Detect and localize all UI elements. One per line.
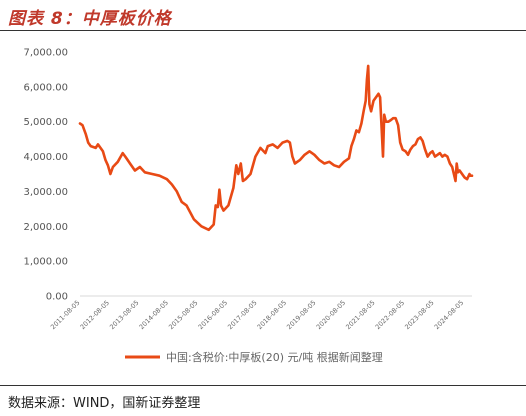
y-tick-label: 4,000.00 (23, 152, 68, 163)
x-tick-label: 2021-08-05 (344, 299, 376, 331)
x-tick-label: 2012-08-05 (79, 299, 111, 331)
legend-label: 中国:含税价:中厚板(20) 元/吨 根据新闻整理 (166, 350, 383, 364)
x-tick-label: 2016-08-05 (197, 299, 229, 331)
x-axis: 2011-08-052012-08-052013-08-052014-08-05… (49, 299, 465, 331)
source-note: 数据来源：WIND，国新证券整理 (8, 396, 201, 411)
x-tick-label: 2017-08-05 (226, 299, 258, 331)
x-tick-label: 2022-08-05 (374, 299, 406, 331)
x-tick-label: 2011-08-05 (49, 299, 81, 331)
x-tick-label: 2024-08-05 (433, 299, 465, 331)
y-tick-label: 6,000.00 (23, 82, 68, 93)
y-tick-label: 0.00 (46, 292, 68, 303)
series-line-plate-price (78, 64, 474, 232)
title-divider (0, 30, 526, 31)
x-tick-label: 2023-08-05 (403, 299, 435, 331)
x-tick-label: 2015-08-05 (167, 299, 199, 331)
y-tick-label: 7,000.00 (23, 48, 68, 59)
price-line-chart: 0.00 1,000.00 2,000.00 3,000.00 4,000.00 5,00… (23, 48, 474, 364)
y-tick-label: 5,000.00 (23, 117, 68, 128)
x-tick-label: 2018-08-05 (256, 299, 288, 331)
y-tick-label: 2,000.00 (23, 222, 68, 233)
x-tick-label: 2013-08-05 (108, 299, 140, 331)
y-axis: 0.00 1,000.00 2,000.00 3,000.00 4,000.00 5,00… (23, 48, 68, 303)
legend: 中国:含税价:中厚板(20) 元/吨 根据新闻整理 (125, 350, 383, 364)
y-tick-label: 3,000.00 (23, 187, 68, 198)
y-tick-label: 1,000.00 (23, 257, 68, 268)
figure-title: 图表 8：中厚板价格 (8, 9, 172, 29)
x-tick-label: 2020-08-05 (315, 299, 347, 331)
x-tick-label: 2019-08-05 (285, 299, 317, 331)
source-divider (0, 385, 526, 386)
x-tick-label: 2014-08-05 (138, 299, 170, 331)
